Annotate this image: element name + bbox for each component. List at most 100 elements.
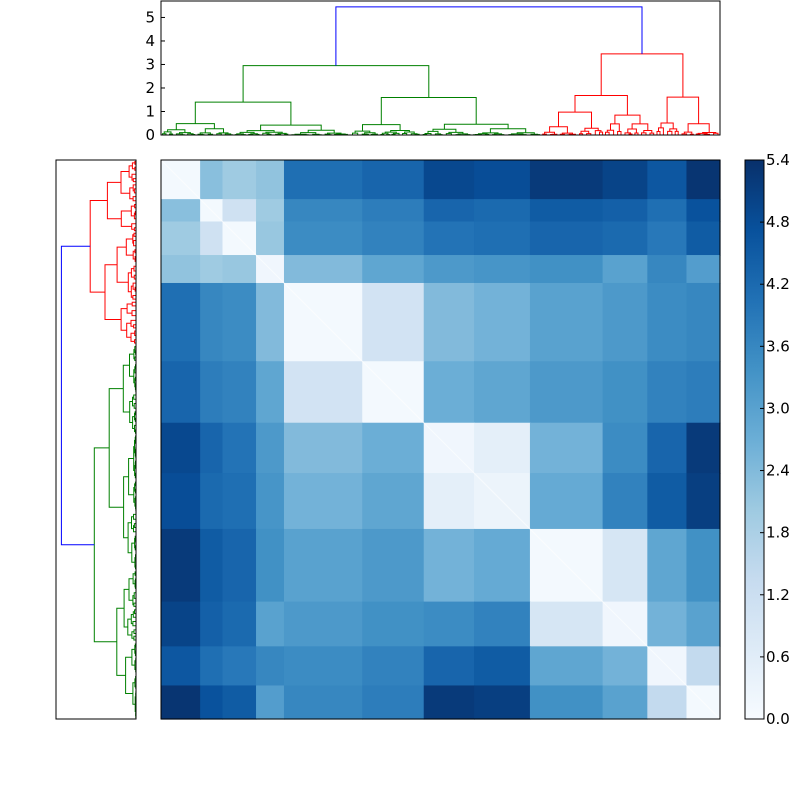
distance-heatmap (160, 159, 721, 720)
heatmap-cell (161, 601, 201, 647)
heatmap-cell (529, 221, 604, 256)
heatmap-cell (647, 255, 688, 284)
heatmap-cell (362, 221, 425, 256)
top-dendrogram-link (335, 6, 643, 66)
heatmap-cell (686, 255, 721, 284)
left-dendrogram-link (120, 171, 130, 194)
left-dendrogram (55, 159, 137, 720)
heatmap-cell (529, 361, 604, 424)
left-dendrogram-link (125, 238, 134, 256)
heatmap-cell (256, 221, 285, 256)
heatmap-cell (529, 646, 604, 687)
top-dendrogram-link (614, 114, 641, 124)
heatmap-cell (602, 221, 648, 256)
heatmap-cell (647, 473, 688, 530)
heatmap-cell (256, 528, 285, 603)
heatmap-cell (602, 282, 648, 362)
left-dendrogram-link (131, 223, 136, 230)
heatmap-cell (362, 528, 425, 603)
top-dendrogram-link (489, 128, 527, 133)
heatmap-cell (529, 422, 604, 474)
top-dendrogram-link (656, 131, 661, 135)
top-dendrogram-links (162, 6, 719, 136)
heatmap-cell (362, 601, 425, 647)
heatmap-cell (529, 255, 604, 284)
heatmap-cell (647, 282, 688, 362)
heatmap-cell (200, 282, 224, 362)
heatmap-cell (474, 255, 531, 284)
heatmap-cell (200, 528, 224, 603)
top-dendrogram-link (600, 53, 684, 98)
heatmap-cell (362, 685, 425, 720)
top-dendrogram-link (631, 123, 649, 131)
heatmap-cell (602, 199, 648, 223)
heatmap-cell (686, 646, 721, 687)
top-dendrogram-y-tick-label: 3 (145, 55, 155, 73)
heatmap-cell (283, 160, 363, 200)
heatmap-cell (423, 282, 475, 362)
left-dendrogram-link (122, 364, 130, 413)
colorbar: 0.0 0.6 1.2 1.8 2.4 3.0 3.6 4.2 4.8 5.4 (744, 151, 790, 728)
heatmap-cell (686, 221, 721, 256)
heatmap-cell (161, 282, 201, 362)
colorbar-tick-label: 3.0 (766, 399, 790, 417)
heatmap-cell (686, 160, 721, 200)
heatmap-cell (283, 221, 363, 256)
heatmap-cell (256, 199, 285, 223)
heatmap-cell (362, 646, 425, 687)
heatmap-cell (529, 473, 604, 530)
top-dendrogram-link (380, 97, 477, 125)
top-dendrogram-y-tick-label: 0 (145, 126, 155, 144)
colorbar-tick-label: 4.8 (766, 213, 790, 231)
top-dendrogram-link (204, 128, 224, 133)
left-dendrogram-link (126, 322, 131, 338)
heatmap-cell (602, 422, 648, 474)
heatmap-cell (686, 361, 721, 424)
colorbar-tick-label: 1.2 (766, 586, 790, 604)
heatmap-cell (686, 601, 721, 647)
heatmap-cell (362, 160, 425, 200)
colorbar-tick-label: 2.4 (766, 462, 790, 480)
left-dendrogram-link (108, 388, 124, 508)
colorbar-tick-label: 1.8 (766, 524, 790, 542)
left-dendrogram-link (104, 264, 122, 320)
heatmap-cell (474, 422, 531, 474)
heatmap-cell (686, 282, 721, 362)
heatmap-cell (256, 646, 285, 687)
heatmap-cell (200, 255, 224, 284)
heatmap-cell (474, 528, 531, 603)
colorbar-tick-label: 4.2 (766, 275, 790, 293)
heatmap-cell (423, 646, 475, 687)
left-dendrogram-link (131, 173, 136, 181)
left-dendrogram-link (128, 458, 134, 496)
heatmap-cell (362, 282, 425, 362)
heatmap-cell (474, 160, 531, 200)
heatmap-cell (283, 601, 363, 647)
top-dendrogram: 0 1 2 3 4 5 (145, 0, 721, 144)
heatmap-cell (529, 685, 604, 720)
heatmap-cell (222, 528, 257, 603)
heatmap-cell (256, 422, 285, 474)
heatmap-cell (423, 685, 475, 720)
heatmap-cell (423, 221, 475, 256)
heatmap-cell (602, 528, 648, 603)
heatmap-cell (474, 199, 531, 223)
heatmap-cell (529, 282, 604, 362)
heatmap-cell (256, 160, 285, 200)
top-dendrogram-link (674, 130, 679, 135)
heatmap-cell (647, 361, 688, 424)
heatmap-cell (222, 473, 257, 530)
top-dendrogram-y-tick-label: 5 (145, 8, 155, 26)
top-dendrogram-link (594, 130, 602, 135)
heatmap-cell (474, 361, 531, 424)
heatmap-cell (283, 422, 363, 474)
heatmap-cell (222, 361, 257, 424)
heatmap-cell (423, 160, 475, 200)
heatmap-cell (161, 255, 201, 284)
heatmap-cell (161, 422, 201, 474)
heatmap-cell (200, 160, 224, 200)
heatmap-cell (686, 199, 721, 223)
heatmap-cell (200, 361, 224, 424)
heatmap-cell (529, 199, 604, 223)
